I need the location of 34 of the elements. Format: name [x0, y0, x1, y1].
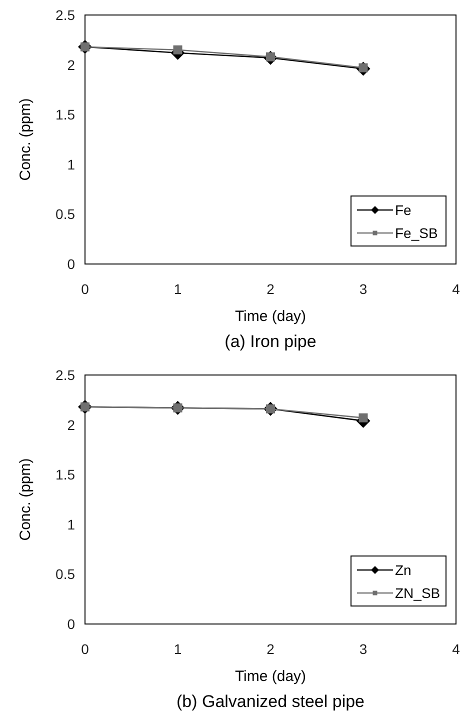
text: (a) Iron pipe — [224, 332, 316, 351]
x-tick-label: 0 — [81, 281, 90, 297]
x-axis-title: Time (day) — [234, 308, 306, 325]
y-axis-title: Conc. (ppm) — [17, 98, 34, 181]
y-tick-label: 0.5 — [56, 206, 76, 222]
y-tick-label: 0.5 — [56, 566, 76, 582]
x-tick-label: 2 — [266, 281, 275, 297]
x-tick-label: 1 — [174, 641, 182, 657]
x-tick-label: 4 — [452, 641, 460, 657]
y-tick-label: 1.5 — [56, 466, 76, 483]
x-tick-label: 4 — [452, 281, 460, 297]
y-tick-label: 2 — [67, 56, 76, 73]
point — [173, 45, 182, 54]
text: (b) Galvanized steel pipe — [176, 692, 365, 711]
legend-label: ZN_SB — [395, 585, 440, 601]
y-axis-title: Conc. (ppm) — [17, 458, 34, 541]
y-tick-label: 0 — [67, 256, 76, 272]
legend-label: Zn — [395, 562, 412, 578]
x-axis-title: Time (day) — [234, 668, 306, 685]
legend-label: Fe — [395, 202, 412, 218]
y-tick-label: 2 — [67, 416, 76, 433]
y-tick-label: 2.5 — [56, 367, 76, 383]
x-tick-label: 2 — [266, 641, 275, 657]
x-tick-label: 3 — [359, 641, 368, 657]
x-tick-label: 3 — [359, 281, 368, 297]
y-tick-label: 1 — [67, 516, 76, 532]
y-tick-label: 0 — [67, 616, 76, 632]
x-tick-label: 1 — [174, 281, 182, 297]
legend-label: Fe_SB — [395, 225, 438, 241]
x-tick-label: 0 — [81, 641, 90, 657]
point — [358, 413, 368, 422]
y-tick-label: 1 — [67, 156, 76, 172]
y-tick-label: 1.5 — [56, 106, 76, 123]
y-tick-label: 2.5 — [56, 7, 76, 23]
